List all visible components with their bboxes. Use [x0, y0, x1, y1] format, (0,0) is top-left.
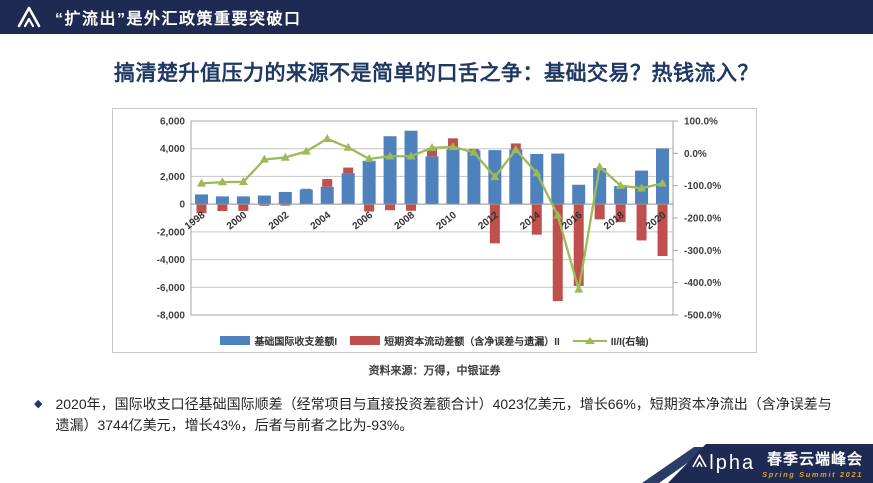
data-source-note: 资料来源：万得，中银证券: [368, 365, 501, 377]
svg-text:6,000: 6,000: [160, 117, 185, 128]
event-name: 春季云端峰会: [766, 451, 863, 468]
svg-text:-4,000: -4,000: [157, 255, 186, 266]
diamond-bullet-icon: ◆: [34, 398, 43, 410]
header-bar: “扩流出”是外汇政策重要突破口: [0, 0, 873, 34]
svg-text:2000: 2000: [225, 210, 250, 233]
green-line-swatch-icon: [572, 336, 607, 344]
brand-text: lpha: [709, 452, 756, 474]
chart-legend: 基础国际收支差额I 短期资本流动差额（含净误差与遗漏）II II/I(右轴): [113, 333, 756, 348]
event-subtitle: Spring Summit 2021: [762, 470, 863, 479]
svg-text:0.0%: 0.0%: [684, 149, 707, 160]
page-title: 搞清楚升值压力的来源不是简单的口舌之争：基础交易？热钱流入？: [114, 62, 759, 85]
event-block: 春季云端峰会 Spring Summit 2021: [762, 448, 863, 479]
svg-text:-100.0%: -100.0%: [684, 181, 721, 192]
bullet-point: ◆ 2020年，国际收支口径基础国际顺差（经常项目与直接投资差额合计）4023亿…: [34, 394, 840, 436]
legend-item-short-term-capital: 短期资本流动差额（含净误差与遗漏）II: [350, 333, 560, 348]
legend-item-ratio: II/I(右轴): [572, 333, 649, 348]
svg-text:-500.0%: -500.0%: [684, 311, 721, 322]
svg-text:-2,000: -2,000: [157, 227, 186, 238]
chart-canvas: 6,000 4,000 2,000 0 -2,000 -4,000 -6,000 -8,000…: [157, 117, 722, 322]
svg-text:0: 0: [179, 200, 185, 211]
header-title: “扩流出”是外汇政策重要突破口: [55, 11, 302, 28]
svg-text:2004: 2004: [309, 210, 334, 233]
svg-text:2010: 2010: [434, 210, 459, 233]
svg-text:2008: 2008: [393, 210, 418, 233]
svg-text:-6,000: -6,000: [157, 283, 186, 294]
svg-text:100.0%: 100.0%: [684, 117, 718, 128]
svg-text:4,000: 4,000: [160, 144, 185, 155]
svg-text:2,000: 2,000: [160, 172, 185, 183]
svg-text:2002: 2002: [267, 210, 292, 233]
svg-text:-400.0%: -400.0%: [684, 278, 721, 289]
legend-label: 短期资本流动差额（含净误差与遗漏）II: [384, 337, 560, 348]
svg-text:-200.0%: -200.0%: [684, 214, 721, 225]
legend-item-basic-balance: 基础国际收支差额I: [220, 333, 337, 348]
alpha-brand: lpha: [691, 452, 755, 475]
svg-text:2006: 2006: [351, 210, 376, 233]
bullet-text: 2020年，国际收支口径基础国际顺差（经常项目与直接投资差额合计）4023亿美元…: [55, 396, 832, 433]
blue-bar-swatch-icon: [220, 336, 251, 345]
legend-label: II/I(右轴): [610, 337, 649, 348]
footer-brand-banner: lpha 春季云端峰会 Spring Summit 2021: [668, 444, 873, 483]
chart-figure: 6,000 4,000 2,000 0 -2,000 -4,000 -6,000 -8,000…: [112, 108, 757, 353]
legend-label: 基础国际收支差额I: [254, 337, 338, 348]
red-bar-swatch-icon: [350, 336, 381, 345]
svg-text:-300.0%: -300.0%: [684, 246, 721, 257]
alpha-triangle-logo-icon: [17, 6, 41, 28]
alpha-triangle-logo-icon: [692, 454, 708, 468]
svg-text:-8,000: -8,000: [157, 311, 186, 322]
